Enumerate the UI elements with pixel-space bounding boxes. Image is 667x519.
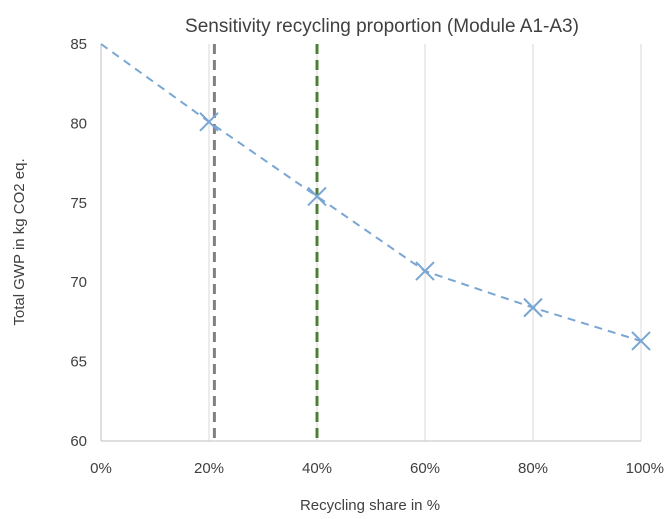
x-tick-label-2: 40% <box>302 460 332 477</box>
x-tick-label-3: 60% <box>410 460 440 477</box>
data-point-marker <box>415 261 435 281</box>
y-tick-labels: 60 65 70 75 80 85 <box>70 36 87 450</box>
data-markers <box>199 112 651 351</box>
marker-stroke-b <box>199 112 219 132</box>
y-tick-label-5: 85 <box>70 36 87 53</box>
series-line-0 <box>100 43 642 342</box>
data-point-marker <box>199 112 219 132</box>
x-axis-label: Recycling share in % <box>300 497 440 514</box>
data-point-marker <box>307 186 327 207</box>
marker-stroke-b <box>631 331 651 351</box>
x-tick-label-5: 100% <box>626 460 664 477</box>
x-tick-label-4: 80% <box>518 460 548 477</box>
axes <box>100 44 641 442</box>
y-tick-label-1: 65 <box>70 354 87 371</box>
data-series <box>100 43 642 342</box>
y-tick-label-0: 60 <box>70 433 87 450</box>
marker-stroke-b <box>307 186 327 207</box>
data-point-marker <box>523 297 543 318</box>
marker-stroke-b <box>415 261 435 281</box>
y-tick-label-2: 70 <box>70 274 87 291</box>
x-tick-label-0: 0% <box>90 460 112 477</box>
y-tick-label-3: 75 <box>70 195 87 212</box>
y-tick-label-4: 80 <box>70 115 87 132</box>
x-tick-label-1: 20% <box>194 460 224 477</box>
reference-lines <box>212 44 319 441</box>
marker-stroke-b <box>523 297 543 318</box>
x-tick-labels: 0% 20% 40% 60% 80% 100% <box>90 460 664 477</box>
chart-title: Sensitivity recycling proportion (Module… <box>185 16 579 37</box>
y-axis-label: Total GWP in kg CO2 eq. <box>11 158 28 325</box>
data-point-marker <box>631 331 651 351</box>
